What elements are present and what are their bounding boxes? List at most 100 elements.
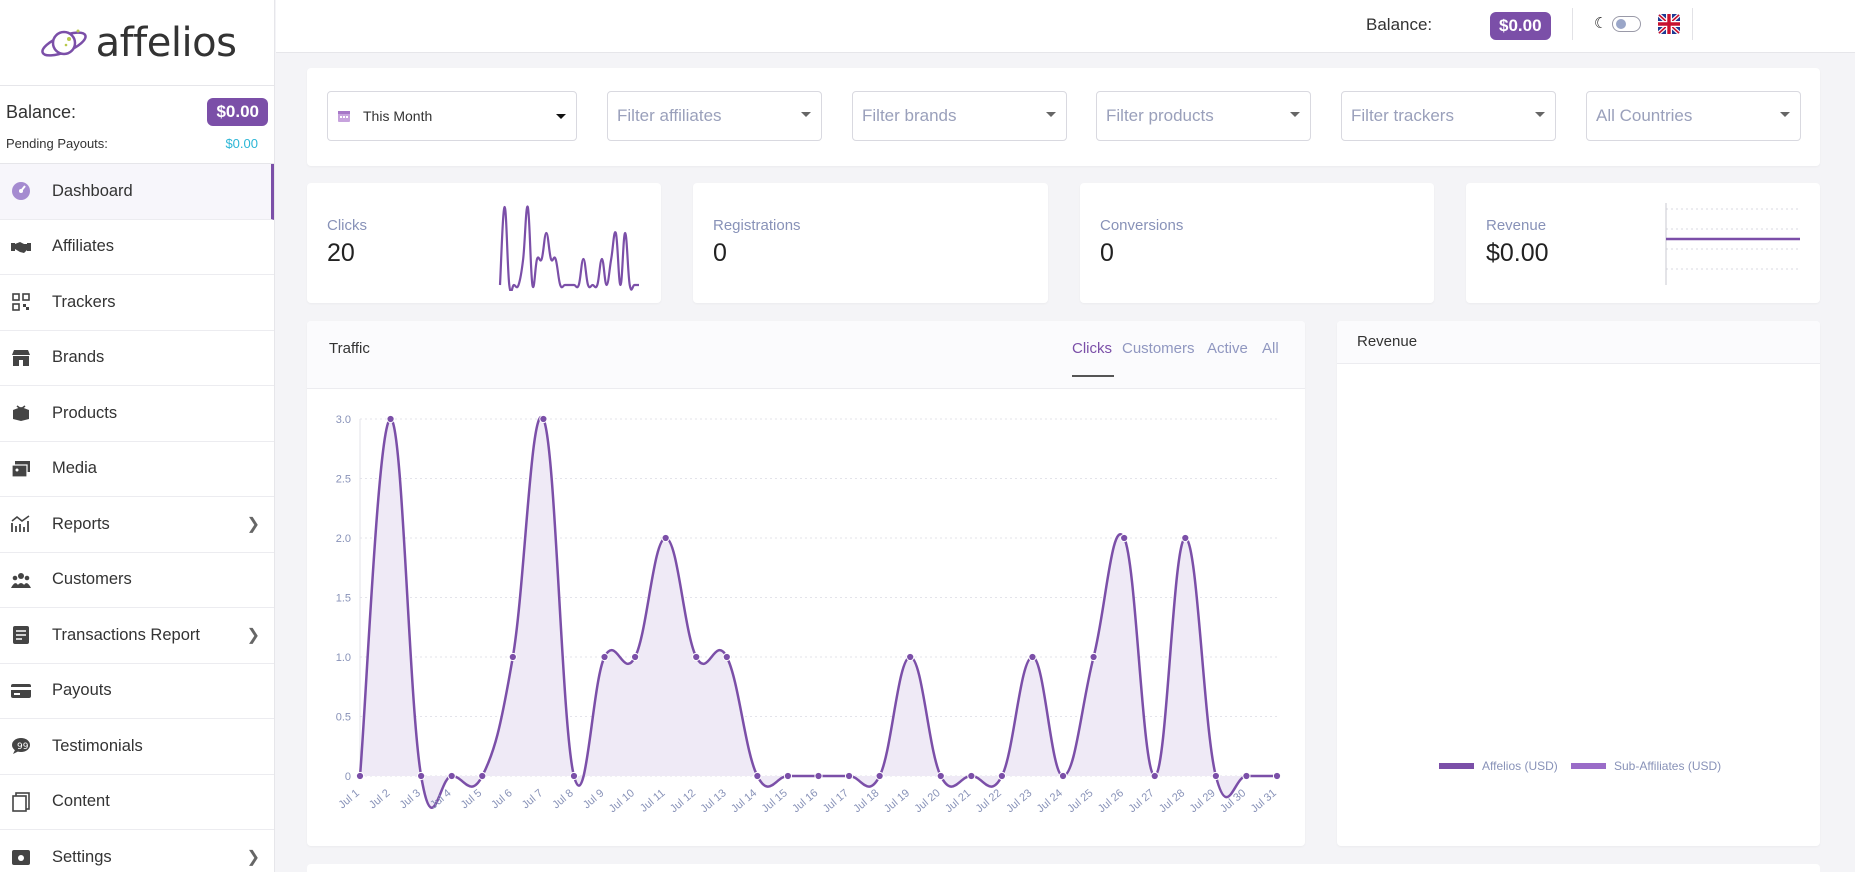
filter-affiliates-select[interactable]: Filter affiliates (607, 91, 822, 141)
sidebar-item-brands[interactable]: Brands (0, 331, 274, 386)
filter-trackers-select[interactable]: Filter trackers (1341, 91, 1556, 141)
filter-bar: This Month Filter affiliates Filter bran… (307, 68, 1820, 166)
qr-code-icon (10, 291, 32, 313)
sidebar-item-settings[interactable]: Settings ❯ (0, 830, 274, 872)
topbar-balance-badge: $0.00 (1490, 12, 1551, 40)
data-point (1242, 771, 1251, 781)
x-tick-label: Jul 27 (1126, 787, 1156, 815)
revenue-header: Revenue (1337, 321, 1820, 364)
caret-down-icon (1780, 112, 1790, 117)
x-tick-label: Jul 10 (607, 787, 637, 815)
sidebar-item-label: Content (52, 792, 110, 811)
data-point (936, 771, 945, 781)
data-point (1150, 771, 1159, 781)
topbar: Balance: $0.00 ☾ (276, 0, 1855, 53)
toggle-knob (1616, 19, 1626, 29)
sidebar-item-content[interactable]: Content (0, 775, 274, 830)
legend-item[interactable]: Affelios (USD) (1439, 759, 1558, 773)
sparkline (498, 205, 639, 291)
sidebar-item-reports[interactable]: Reports ❯ (0, 497, 274, 553)
filter-affiliates-placeholder: Filter affiliates (617, 106, 722, 125)
tab-clicks[interactable]: Clicks (1072, 340, 1112, 357)
y-tick-label: 2.0 (336, 533, 351, 545)
data-point (355, 771, 365, 781)
stat-label: Conversions (1100, 217, 1184, 234)
data-point (906, 652, 915, 662)
chart-line-icon (10, 513, 32, 535)
brand-name: affelios (95, 19, 237, 66)
sidebar-item-products[interactable]: Products (0, 386, 274, 442)
stat-value: 0 (713, 239, 727, 267)
data-point (1211, 771, 1220, 781)
filter-brands-select[interactable]: Filter brands (852, 91, 1067, 141)
caret-down-icon (801, 112, 811, 117)
sidebar-item-label: Reports (52, 514, 110, 533)
dark-mode-toggle[interactable] (1612, 16, 1641, 32)
x-tick-label: Jul 7 (520, 787, 546, 811)
x-tick-label: Jul 21 (943, 787, 973, 815)
sidebar-item-customers[interactable]: Customers (0, 553, 274, 608)
y-tick-label: 0 (345, 771, 351, 783)
x-tick-label: Jul 17 (821, 787, 851, 815)
store-icon (10, 347, 32, 369)
planet-logo-icon (40, 29, 87, 57)
sidebar-balance-label: Balance: (6, 101, 77, 122)
sidebar-item-payouts[interactable]: Payouts (0, 664, 274, 719)
data-point (783, 771, 793, 781)
logo[interactable]: affelios (0, 0, 274, 86)
data-point (692, 652, 701, 662)
caret-down-icon (1290, 112, 1300, 117)
gear-icon (10, 846, 32, 868)
documents-icon (10, 791, 32, 813)
legend-label: Sub-Affiliates (USD) (1614, 759, 1722, 773)
tab-all[interactable]: All (1262, 340, 1279, 357)
revenue-title: Revenue (1357, 333, 1418, 350)
sidebar-item-trackers[interactable]: Trackers (0, 275, 274, 331)
data-point (386, 414, 395, 424)
x-tick-label: Jul 3 (398, 787, 424, 811)
x-tick-label: Jul 5 (459, 787, 485, 811)
traffic-card: Traffic Clicks Customers Active All 0 0.5… (307, 321, 1305, 846)
x-tick-label: Jul 2 (367, 787, 393, 811)
date-range-select[interactable]: This Month (327, 91, 577, 141)
x-tick-label: Jul 19 (882, 787, 912, 815)
revenue-stat-card: Revenue $0.00 (1466, 183, 1820, 303)
pending-payouts-label: Pending Payouts: (6, 136, 108, 151)
sidebar-item-media[interactable]: Media (0, 442, 274, 497)
filter-products-select[interactable]: Filter products (1096, 91, 1311, 141)
legend-label: Affelios (USD) (1482, 759, 1558, 773)
chevron-right-icon: ❯ (246, 849, 260, 867)
legend-item[interactable]: Sub-Affiliates (USD) (1571, 759, 1721, 773)
filter-countries-select[interactable]: All Countries (1586, 91, 1801, 141)
data-point (508, 652, 517, 662)
quote-icon: 99 (10, 735, 32, 757)
sidebar-item-transactions-report[interactable]: Transactions Report ❯ (0, 608, 274, 664)
sidebar-balance: Balance: $0.00 Pending Payouts: $0.00 (0, 86, 274, 164)
x-tick-label: Jul 12 (668, 787, 698, 815)
conversions-stat-card: Conversions 0 (1080, 183, 1434, 303)
tab-customers[interactable]: Customers (1122, 340, 1195, 357)
uk-flag-icon[interactable] (1658, 14, 1680, 34)
sidebar-item-testimonials[interactable]: 99 Testimonials (0, 719, 274, 775)
data-point (600, 652, 609, 662)
tab-active[interactable]: Active (1207, 340, 1248, 357)
active-tab-indicator (1072, 375, 1114, 377)
receipt-icon (10, 624, 32, 646)
data-point (1181, 533, 1190, 543)
y-tick-label: 1.5 (336, 593, 351, 605)
legend-swatch (1571, 763, 1606, 769)
revenue-sparkline (1665, 203, 1800, 285)
x-tick-label: Jul 8 (550, 787, 576, 811)
data-point (417, 771, 426, 781)
x-tick-label: Jul 16 (790, 787, 820, 815)
sidebar-item-label: Media (52, 459, 97, 478)
sidebar-item-dashboard[interactable]: Dashboard (0, 164, 274, 220)
x-tick-label: Jul 29 (1188, 787, 1218, 815)
filter-brands-placeholder: Filter brands (862, 106, 957, 125)
x-tick-label: Jul 18 (851, 787, 881, 815)
data-point (967, 771, 976, 781)
sidebar-item-affiliates[interactable]: Affiliates (0, 220, 274, 275)
x-tick-label: Jul 6 (489, 787, 515, 811)
sidebar: affelios Balance: $0.00 Pending Payouts:… (0, 0, 275, 872)
box-icon (10, 402, 32, 424)
